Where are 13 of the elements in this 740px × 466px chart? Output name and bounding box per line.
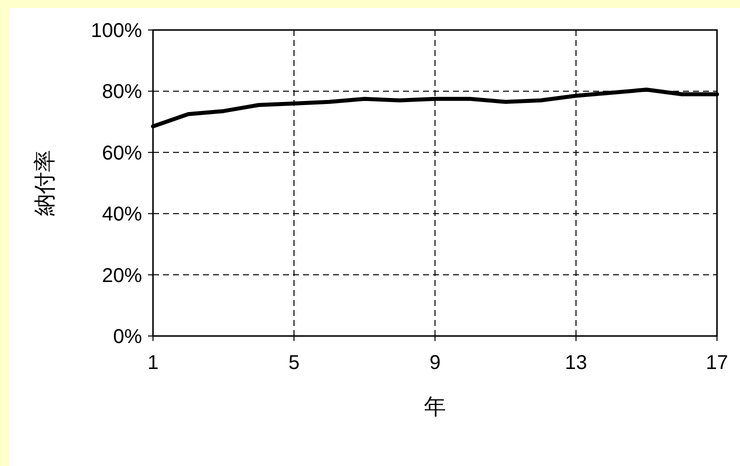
x-tick-label: 5 [288, 352, 300, 374]
y-tick-label: 0% [113, 326, 142, 348]
x-axis-title: 年 [424, 394, 446, 419]
y-tick-label: 80% [102, 81, 142, 104]
x-tick-label: 9 [429, 352, 441, 374]
y-tick-label: 20% [102, 264, 142, 287]
y-tick-label: 60% [102, 142, 142, 164]
x-tick-label: 17 [706, 352, 728, 374]
x-tick-label: 13 [564, 352, 588, 374]
y-axis-title: 納付率 [32, 150, 57, 216]
y-tick-label: 100% [90, 20, 142, 42]
x-tick-label: 1 [147, 352, 159, 374]
y-tick-label: 40% [102, 204, 142, 226]
